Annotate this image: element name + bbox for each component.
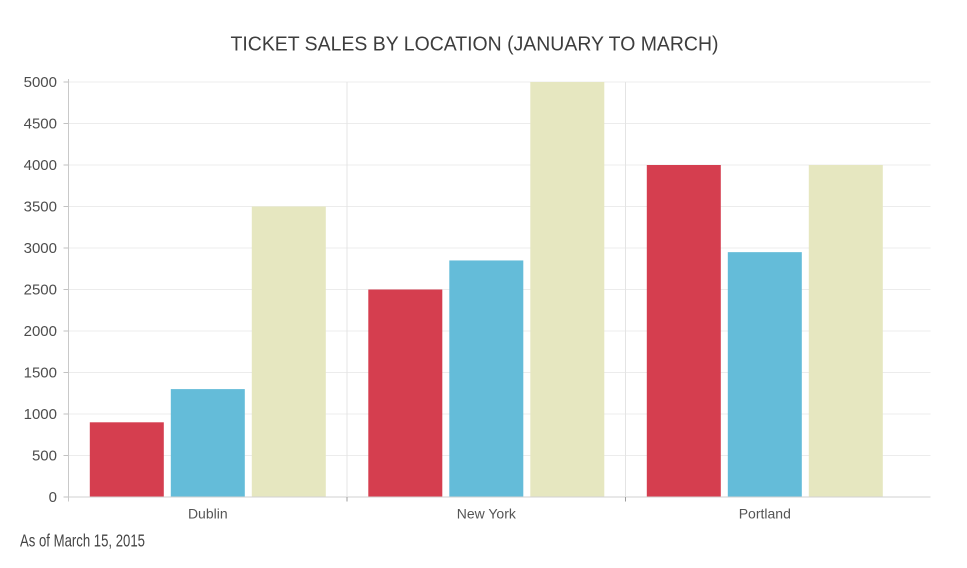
svg-text:500: 500: [32, 448, 57, 465]
svg-text:TICKET SALES BY LOCATION (JANU: TICKET SALES BY LOCATION (JANUARY TO MAR…: [231, 33, 719, 56]
svg-text:5000: 5000: [24, 74, 57, 91]
svg-text:4500: 4500: [24, 116, 57, 133]
svg-text:0: 0: [49, 489, 57, 506]
svg-text:Dublin: Dublin: [188, 506, 228, 522]
svg-text:2000: 2000: [24, 323, 57, 340]
svg-text:4000: 4000: [24, 157, 57, 174]
svg-text:3000: 3000: [24, 240, 57, 257]
svg-text:Portland: Portland: [739, 506, 791, 522]
svg-text:As of March 15, 2015: As of March 15, 2015: [20, 531, 145, 551]
svg-text:New York: New York: [457, 506, 517, 522]
svg-text:3500: 3500: [24, 199, 57, 216]
svg-text:1000: 1000: [24, 406, 57, 423]
svg-text:1500: 1500: [24, 365, 57, 382]
svg-text:2500: 2500: [24, 282, 57, 299]
